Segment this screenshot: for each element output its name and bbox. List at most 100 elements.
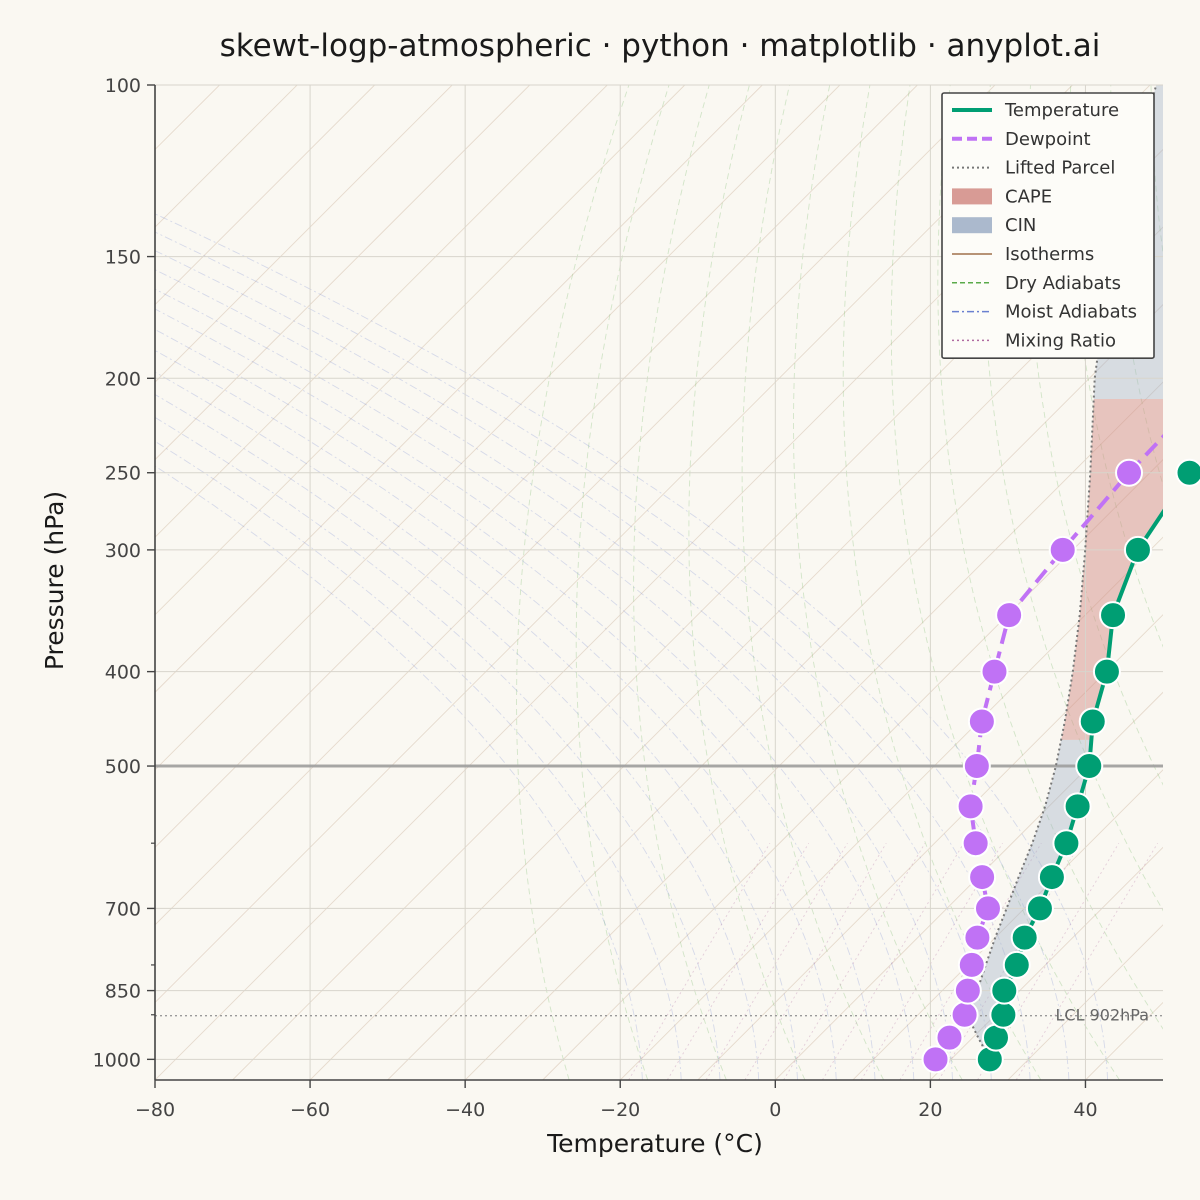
x-tick-label: −80 [135,1099,175,1121]
temperature-point [1002,950,1031,979]
temperature-point [989,1000,1018,1029]
x-axis-label: Temperature (°C) [546,1129,763,1158]
dewpoint-point [957,950,986,979]
x-tick-label: 40 [1073,1099,1097,1121]
chart-title: skewt-logp-atmospheric · python · matplo… [220,28,1101,64]
isotherm-line [155,85,453,383]
isotherm-line [155,85,841,771]
x-tick-label: −40 [445,1099,485,1121]
mixing-ratio-line [628,842,771,1080]
dewpoint-point [1048,535,1077,564]
isotherm-line [155,85,531,461]
moist-adiabat-line [155,308,915,1080]
legend-label: Mixing Ratio [1005,330,1116,351]
moist-adiabat-line [155,416,721,1080]
dry-adiabat-line [842,85,1042,1080]
isotherm-line [697,614,1163,1080]
y-tick-label: 300 [105,540,141,562]
moist-adiabat-line [155,288,954,1080]
moist-adiabat-line [155,269,992,1080]
y-tick-label: 100 [105,75,141,97]
temperature-point [1063,792,1092,821]
lcl-label: LCL 902hPa [1056,1006,1150,1025]
moist-adiabat-line [155,394,760,1080]
legend-label: Moist Adiabats [1005,302,1137,323]
dry-adiabat-line [937,85,1163,1030]
background-lines [155,85,1200,1080]
dry-adiabat-line [1191,85,1200,1080]
legend-swatch-cape [952,188,992,205]
y-tick-label: 1000 [93,1049,141,1071]
temperature-point [1052,829,1081,858]
dewpoint-point [961,829,990,858]
dry-adiabat-line [633,85,727,1080]
dewpoint-point [967,707,996,736]
mixing-ratio-line [744,842,887,1080]
x-tick-label: 0 [769,1099,781,1121]
mixing-ratio-line [860,842,1003,1080]
isotherm-line [464,381,1163,1080]
y-axis-label: Pressure (hPa) [40,491,69,670]
temperature-point [990,976,1019,1005]
isotherm-line [852,769,1163,1080]
mixing-ratio-line [705,842,848,1080]
dry-adiabat-line [741,85,885,1080]
isotherm-line [155,85,918,849]
dewpoint-point [935,1023,964,1052]
dewpoint-point [973,894,1002,923]
legend-swatch-cin [952,217,992,234]
legend-label: Temperature [1004,100,1119,121]
x-tick-label: −60 [290,1099,330,1121]
dewpoint-point [921,1045,950,1074]
temperature-point [1175,458,1200,487]
series-markers [921,458,1200,1074]
y-tick-label: 250 [105,463,141,485]
legend: Temperature Dewpoint Lifted Parcel CAPE CIN I… [941,92,1155,360]
moist-adiabat-line [155,440,682,1080]
isotherm-line [1162,1079,1163,1080]
isotherm-line [155,85,220,151]
dewpoint-point [956,792,985,821]
moist-adiabat-line [155,231,1070,1080]
isotherm-line [155,85,1073,1004]
y-tick-label: 850 [105,981,141,1003]
mixing-ratio-line [1015,842,1158,1080]
dewpoint-point [962,752,991,781]
legend-label: Lifted Parcel [1005,158,1115,179]
isotherm-line [387,303,1163,1080]
temperature-point [1099,601,1128,630]
temperature-point [1010,923,1039,952]
isotherm-line [155,85,686,616]
moist-adiabat-line [155,328,876,1080]
dry-adiabat-line [575,85,670,1080]
y-tick-label: 700 [105,898,141,920]
moist-adiabat-line [155,213,1109,1080]
dewpoint-point [995,601,1024,630]
y-tick-label: 150 [105,247,141,269]
legend-label: Dry Adiabats [1005,273,1121,294]
moist-adiabat-line [155,350,837,1080]
dewpoint-point [963,923,992,952]
y-tick-label: 200 [105,368,141,390]
dewpoint-point [953,976,982,1005]
isotherm-line [155,85,996,926]
legend-label: Isotherms [1005,244,1094,265]
isotherm-line [774,691,1163,1080]
legend-label: CIN [1005,215,1036,236]
dry-adiabat-line [793,85,963,1080]
mixing-ratio-line [899,842,1042,1080]
legend-label: Dewpoint [1005,129,1091,150]
dry-adiabat-line [516,85,630,1080]
dry-adiabat-line [688,85,806,1080]
temperature-point [1037,863,1066,892]
legend-label: CAPE [1005,186,1052,207]
mixing-ratio-line [783,842,926,1080]
x-tick-label: −20 [600,1099,640,1121]
temperature-point [1075,752,1104,781]
dry-adiabat-line [1026,85,1163,786]
isotherm-line [155,85,375,306]
moist-adiabat-line [155,250,1031,1080]
